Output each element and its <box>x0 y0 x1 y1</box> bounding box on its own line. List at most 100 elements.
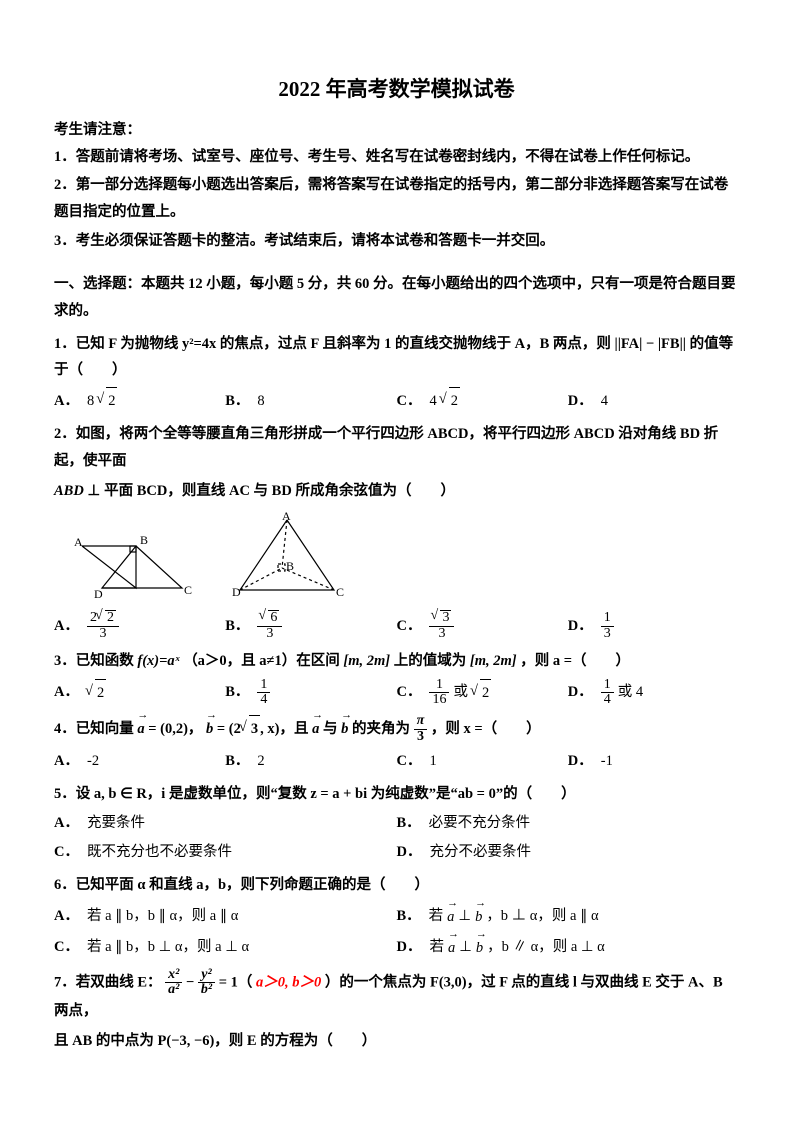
q5-options-row1: A． 充要条件 B．必要不充分条件 <box>54 810 739 837</box>
question-4: 4．已知向量 a = (0,2)， b = (23, x)，且 a 与 b 的夹… <box>54 714 739 775</box>
q2-c-den: 3 <box>429 627 454 642</box>
question-6: 6．已知平面 α 和直线 a，b，则下列命题正确的是（ ） A． 若 a ∥ b… <box>54 872 739 961</box>
q2-opt-d: D． 13 <box>568 610 739 641</box>
q4-opt-a: A．-2 <box>54 748 225 775</box>
opt-label: D． <box>568 748 593 775</box>
q3-opt-b: B． 14 <box>225 678 396 708</box>
q2-abd: ABD <box>54 483 84 499</box>
instructions-header: 考生请注意： <box>54 117 739 144</box>
instruction-line: 3．考生必须保证答题卡的整洁。考试结束后，请将本试卷和答题卡一并交回。 <box>54 228 739 255</box>
q2-figures: A B C D A B C D <box>64 512 739 604</box>
q5-stem: 5．设 a, b ∈ R，i 是虚数单位，则“复数 z = a + bi 为纯虚… <box>54 781 739 808</box>
q7-x2: x² <box>165 968 182 984</box>
opt-label: C． <box>54 934 79 961</box>
q3-opt-c: C． 116 或 2 <box>397 678 568 708</box>
q6-b-mid: ，b ⊥ α，则 a ∥ α <box>486 903 598 930</box>
section-1-heading: 一、选择题：本题共 12 小题，每小题 5 分，共 60 分。在每小题给出的四个… <box>54 271 739 325</box>
q1-c-rad: 2 <box>449 387 460 415</box>
q2-stem2-post: 平面 BCD，则直线 AC 与 BD 所成角余弦值为（ ） <box>104 483 455 499</box>
opt-label: A． <box>54 810 79 837</box>
q4-rad: 3 <box>249 715 260 743</box>
question-1: 1．已知 F 为抛物线 y²=4x 的焦点，过点 F 且斜率为 1 的直线交抛物… <box>54 331 739 415</box>
q1-stem-pre: 1．已知 F 为抛物线 y²=4x 的焦点，过点 F 且斜率为 1 的直线交抛物… <box>54 336 611 352</box>
opt-label: A． <box>54 613 79 640</box>
q2-figure-parallelogram: A B C D <box>64 526 194 604</box>
q4-mid: 与 <box>323 721 341 737</box>
q2-b-den: 3 <box>257 627 282 642</box>
perp-icon: ⊥ <box>87 483 104 499</box>
q3-cond: （a＞0，且 a≠1）在区间 <box>183 653 340 669</box>
q1-options: A． 82 B． 8 C． 42 D． 4 <box>54 387 739 415</box>
q1-stem: 1．已知 F 为抛物线 y²=4x 的焦点，过点 F 且斜率为 1 的直线交抛物… <box>54 331 739 385</box>
q4-stem: 4．已知向量 a = (0,2)， b = (23, x)，且 a 与 b 的夹… <box>54 714 739 745</box>
q7-b2: b² <box>198 983 215 998</box>
q4-c: 1 <box>429 748 436 775</box>
q1-opt-a: A． 82 <box>54 387 225 415</box>
q2-a-rad: 2 <box>105 610 116 626</box>
opt-label: A． <box>54 679 79 706</box>
svg-text:D: D <box>94 587 103 601</box>
instruction-line: 2．第一部分选择题每小题选出答案后，需将答案写在试卷指定的括号内，第二部分非选择… <box>54 172 739 226</box>
q4-eq1: = (0,2)， <box>148 721 202 737</box>
q3-c-rad: 2 <box>480 679 491 707</box>
q3-d-den: 4 <box>601 693 614 708</box>
instruction-line: 1．答题前请将考场、试室号、座位号、考生号、姓名写在试卷密封线内，不得在试卷上作… <box>54 144 739 171</box>
q5-opt-b: B．必要不充分条件 <box>397 810 740 837</box>
opt-label: C． <box>397 388 422 415</box>
q2-d-num: 1 <box>601 611 614 627</box>
svg-text:B: B <box>140 533 148 547</box>
q6-b-pre: 若 <box>429 903 444 930</box>
opt-label: B． <box>225 679 249 706</box>
q5-c: 既不充分也不必要条件 <box>87 839 232 866</box>
opt-label: C． <box>54 839 79 866</box>
q4-d: -1 <box>601 748 613 775</box>
q6-opt-a: A． 若 a ∥ b，b ∥ α，则 a ∥ α <box>54 902 397 931</box>
opt-label: D． <box>568 613 593 640</box>
q5-opt-d: D．充分不必要条件 <box>397 839 740 866</box>
q6-options-row1: A． 若 a ∥ b，b ∥ α，则 a ∥ α B． 若 a ⊥ b ，b ⊥… <box>54 902 739 931</box>
q7-y2: y² <box>198 968 215 984</box>
q2-c-rad: 3 <box>440 610 451 626</box>
opt-label: A． <box>54 748 79 775</box>
q3-d-num: 1 <box>601 678 614 694</box>
question-5: 5．设 a, b ∈ R，i 是虚数单位，则“复数 z = a + bi 为纯虚… <box>54 781 739 866</box>
q3-pre: 3．已知函数 <box>54 653 134 669</box>
q3-options: A． 2 B． 14 C． 116 或 2 D． 14 或 4 <box>54 678 739 708</box>
q4-pi: π <box>414 714 428 730</box>
opt-label: C． <box>397 613 422 640</box>
opt-label: C． <box>397 679 422 706</box>
q6-opt-d: D． 若 a ⊥ b ，b ∥ α，则 a ⊥ α <box>397 933 740 962</box>
q1-stem-mid: ||FA| − |FB|| <box>615 336 686 352</box>
q7-a2: a² <box>165 983 182 998</box>
q2-opt-b: B． 63 <box>225 610 396 641</box>
q3-int1: [m, 2m] <box>343 653 390 669</box>
question-2: 2．如图，将两个全等等腰直角三角形拼成一个平行四边形 ABCD，将平行四边形 A… <box>54 421 739 642</box>
vector-a-icon: a <box>312 714 319 743</box>
opt-label: B． <box>397 903 421 930</box>
q2-d-den: 3 <box>601 627 614 642</box>
q3-post: ，则 a =（ ） <box>520 653 630 669</box>
vector-a-icon: a <box>448 933 455 962</box>
q4-eq2post: , x)，且 <box>260 721 312 737</box>
q2-a-den: 3 <box>87 627 119 642</box>
q5-a: 充要条件 <box>87 810 145 837</box>
q4-opt-c: C．1 <box>397 748 568 775</box>
opt-label: A． <box>54 903 79 930</box>
q5-d: 充分不必要条件 <box>429 839 531 866</box>
page-title: 2022 年高考数学模拟试卷 <box>54 70 739 109</box>
q7-eq1: = 1（ <box>219 974 253 990</box>
svg-text:A: A <box>282 512 291 523</box>
q6-d-mid: ，b ∥ α，则 a ⊥ α <box>487 934 605 961</box>
q5-b: 必要不充分条件 <box>429 810 531 837</box>
perp-icon: ⊥ <box>458 903 471 930</box>
q3-b-den: 4 <box>257 693 270 708</box>
q2-opt-a: A． 223 <box>54 610 225 641</box>
q6-a: 若 a ∥ b，b ∥ α，则 a ∥ α <box>87 903 238 930</box>
q7-cond-red: a＞0, b＞0 <box>256 974 321 990</box>
q1-opt-d: D． 4 <box>568 387 739 415</box>
q3-opt-d: D． 14 或 4 <box>568 678 739 708</box>
q3-d-or: 或 4 <box>618 679 643 706</box>
vector-b-icon: b <box>206 714 213 743</box>
q3-int2: [m, 2m] <box>470 653 517 669</box>
q1-a-rad: 2 <box>106 387 117 415</box>
